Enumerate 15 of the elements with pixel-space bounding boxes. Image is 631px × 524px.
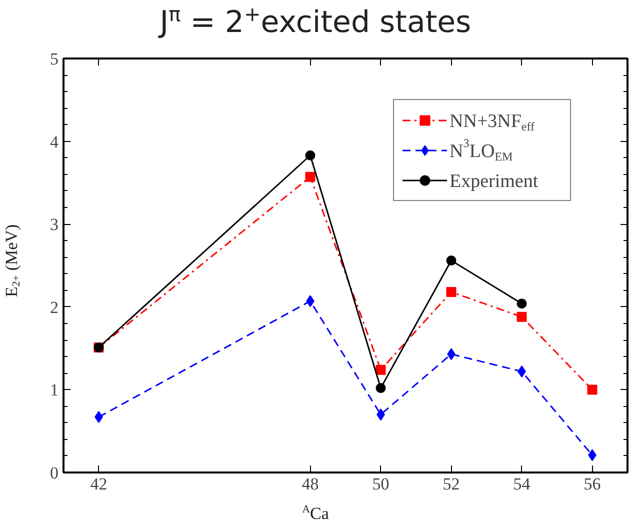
y-tick-label: 2: [50, 298, 58, 317]
x-tick-label: 42: [90, 474, 108, 494]
y-tick-label: 1: [50, 380, 58, 400]
x-tick-label: 54: [513, 474, 531, 494]
y-tick-label: 5: [50, 50, 58, 68]
y-tick-label: 0: [50, 464, 58, 482]
x-tick-label: 56: [584, 474, 601, 494]
legend-label: Experiment: [450, 171, 539, 192]
y-tick-label: 4: [50, 132, 59, 152]
x-tick-label: 52: [442, 474, 460, 494]
x-tick-label: 48: [302, 474, 319, 494]
x-axis-title: $^{A}$Ca: [302, 503, 329, 523]
y-tick-label: 3: [50, 215, 58, 234]
chart-title: J$^{π}$ = 2$^{+}$excited states: [160, 2, 472, 40]
x-tick-label: 50: [372, 474, 390, 494]
